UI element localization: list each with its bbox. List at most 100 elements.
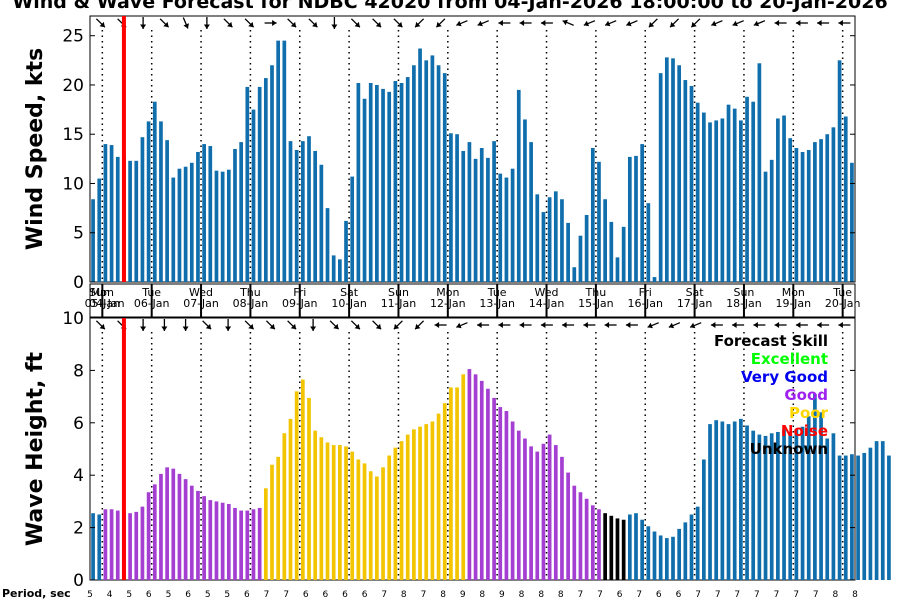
wave-bar <box>479 380 484 580</box>
wave-arrow-head <box>415 323 421 330</box>
wave-bar <box>510 421 515 580</box>
wave-bar <box>776 431 780 580</box>
wind-bar <box>547 197 552 282</box>
wind-bar <box>819 139 823 282</box>
wave-bar <box>152 484 157 580</box>
wave-height-panel: 0 2 4 6 8 10 Wave Height, ft <box>23 309 891 591</box>
wind-bar <box>214 170 219 282</box>
wave-bar <box>695 506 700 580</box>
wave-bar <box>584 498 589 580</box>
period-value: 6 <box>676 590 682 600</box>
day-strip-frame <box>89 283 856 318</box>
wave-direction-arrow <box>95 320 106 330</box>
wind-bar <box>189 162 194 282</box>
legend-item-noise: Noise <box>781 422 828 440</box>
wave-direction-arrow <box>140 319 147 331</box>
day-label-dow: Tue <box>487 286 507 299</box>
wind-direction-arrow <box>498 20 511 26</box>
wave-arrow-head <box>310 326 317 331</box>
wave-bar <box>196 490 200 580</box>
wave-bar <box>732 421 737 580</box>
wave-bar <box>541 443 546 580</box>
wave-bar <box>868 447 873 580</box>
period-value: 7 <box>597 590 603 600</box>
wave-ytick-label: 10 <box>62 309 84 329</box>
period-value: 7 <box>264 590 270 600</box>
wave-arrow-head <box>498 322 503 328</box>
wave-bar <box>128 513 132 580</box>
day-label-date: 09-Jan <box>282 297 318 310</box>
wave-bar <box>862 452 867 580</box>
wind-bar <box>134 160 139 282</box>
wave-bar <box>344 446 348 580</box>
wave-bar <box>294 391 299 580</box>
period-value: 5 <box>166 590 172 600</box>
wind-arrow-head <box>248 21 254 28</box>
wind-bar <box>412 65 416 282</box>
wind-bar <box>671 58 675 282</box>
wind-bar <box>652 277 657 282</box>
period-value: 6 <box>303 590 309 600</box>
wind-arrow-head <box>183 23 189 29</box>
wind-bar <box>368 82 373 283</box>
wave-direction-arrow <box>838 322 851 328</box>
wave-bar <box>615 518 620 580</box>
wave-arrow-head <box>519 322 525 328</box>
wind-bar <box>708 122 712 283</box>
wind-bar <box>572 267 577 282</box>
wind-bar <box>418 48 422 283</box>
wave-arrow-head <box>817 322 822 328</box>
wind-direction-arrow <box>223 18 233 28</box>
wind-bar <box>344 220 348 282</box>
wind-bar <box>504 177 509 282</box>
day-label-date: 19-Jan <box>776 297 812 310</box>
wind-arrow-head <box>272 20 277 26</box>
wind-bar <box>103 144 108 282</box>
wave-bar <box>504 411 509 580</box>
wind-bar <box>331 255 336 282</box>
wave-bar <box>658 535 663 580</box>
wave-bar <box>572 485 577 580</box>
wind-bar <box>208 146 213 282</box>
wave-direction-arrow <box>393 320 403 330</box>
day-label-date: 14-Jan <box>529 297 565 310</box>
wind-bar <box>165 140 169 282</box>
wave-bar <box>590 505 595 580</box>
wave-bar <box>535 451 540 580</box>
wave-direction-arrow <box>583 322 596 328</box>
wave-bar <box>115 510 120 580</box>
wind-bar <box>177 168 182 282</box>
wind-arrow-head <box>711 20 717 27</box>
wind-direction-arrow <box>264 20 277 26</box>
wind-bar <box>615 257 620 282</box>
period-value: 7 <box>813 590 819 600</box>
wind-direction-arrow <box>159 18 170 28</box>
wave-bar <box>757 434 762 580</box>
day-label-date: 05-Jan <box>85 297 121 310</box>
wind-bar <box>375 84 379 283</box>
wind-bar <box>91 199 95 282</box>
wave-arrow-head <box>248 323 254 330</box>
wind-direction-arrow <box>669 18 680 28</box>
wind-bar <box>627 156 632 282</box>
chart-title: Wind & Wave Forecast for NDBC 42020 from… <box>12 0 887 13</box>
wave-bar <box>307 397 311 580</box>
wave-arrow-head <box>456 322 462 329</box>
wind-arrow-head <box>519 20 525 26</box>
wind-bar <box>455 134 459 282</box>
wind-bar <box>621 226 626 282</box>
wave-bar <box>677 528 682 580</box>
period-value: 7 <box>421 590 427 600</box>
wave-arrow-head <box>290 323 297 330</box>
day-label-dow: Wed <box>189 286 213 299</box>
wind-bar <box>220 171 225 282</box>
wind-bar <box>97 178 102 282</box>
wave-bar <box>251 509 256 580</box>
wind-direction-arrow <box>477 20 489 27</box>
wind-ytick-label: 25 <box>62 27 84 47</box>
wave-bar <box>436 413 441 580</box>
wave-direction-arrow <box>732 322 745 328</box>
wave-bar <box>887 455 891 580</box>
period-value: 5 <box>126 590 132 600</box>
